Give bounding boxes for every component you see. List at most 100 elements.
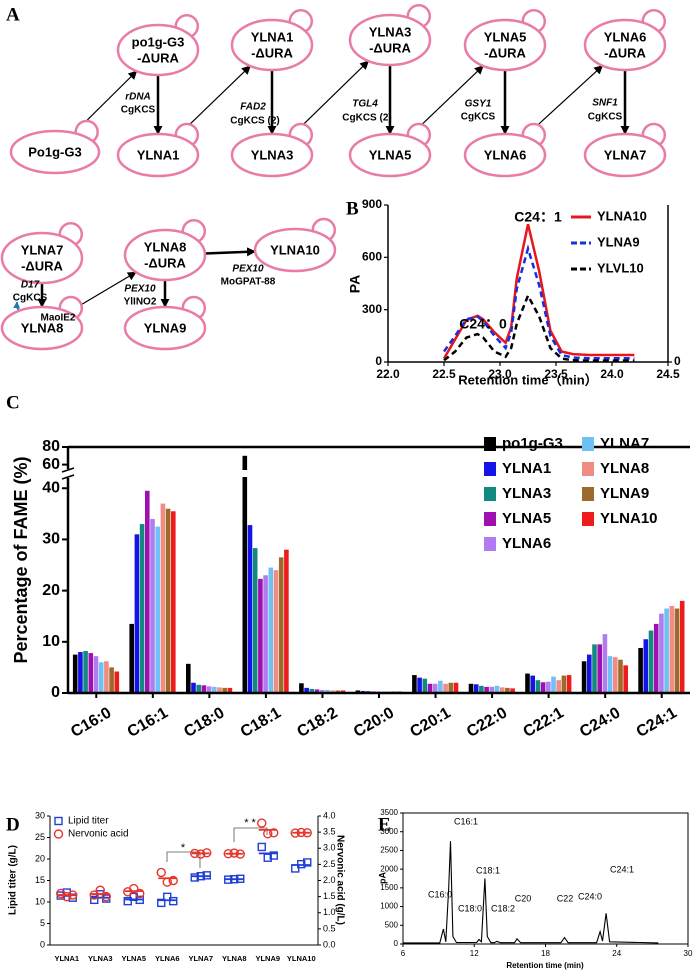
bar: [659, 613, 664, 693]
y-tick-label: 25: [35, 832, 45, 842]
bar: [432, 683, 438, 693]
x-axis-label: Retention time (min): [506, 961, 584, 970]
y-tick-label: 0: [375, 354, 382, 368]
significance-bracket: [166, 851, 201, 868]
bar: [227, 687, 233, 693]
node-label: YLNA7: [604, 147, 647, 162]
bar: [618, 659, 623, 693]
bar: [309, 688, 315, 693]
bar: [340, 690, 346, 693]
x-tick-label: 18: [541, 949, 550, 958]
x-tick-label: 24.5: [656, 367, 680, 381]
y-tick-label: 60: [42, 456, 60, 473]
bar: [540, 682, 546, 693]
bar: [648, 630, 654, 693]
y-tick-label: 30: [42, 531, 60, 548]
node: [9, 129, 101, 175]
point: [168, 875, 178, 886]
bar: [566, 675, 572, 693]
peak-label: C24:1: [610, 864, 634, 874]
annotation: FAD2: [240, 102, 266, 113]
y-tick-label: 300: [362, 302, 382, 316]
y-tick-label: 20: [42, 582, 60, 599]
y-tick-label: 2000: [380, 864, 398, 873]
panel-letter: C: [6, 392, 20, 413]
node-label: YLNA3: [251, 147, 294, 162]
legend-label: YLNA8: [600, 460, 649, 477]
y-tick-label: 1500: [380, 883, 398, 892]
node-label: -ΔURA: [484, 45, 526, 60]
peak-label: C24：1: [514, 209, 562, 225]
x-axis-label: Retention time（min）: [458, 372, 597, 387]
bar: [597, 644, 602, 693]
y-tick-label: 5: [40, 918, 45, 928]
y-tick-label: 20: [35, 853, 45, 863]
peak-label: C24：0: [459, 316, 507, 332]
annotation: CgKCS: [121, 105, 156, 116]
x-tick-label: YLNA6: [155, 954, 180, 963]
point: [101, 891, 111, 902]
bar: [88, 653, 94, 693]
bar: [427, 683, 433, 693]
bar: [530, 675, 535, 693]
point: [257, 842, 266, 852]
legend-swatch: [484, 537, 496, 551]
x-tick-label: 23.5: [544, 367, 568, 381]
annotation: CgKCS (2): [230, 116, 279, 127]
x-tick-label: 30: [684, 949, 693, 958]
bar: [494, 685, 500, 693]
bar: [201, 685, 207, 693]
annotation: MoGPAT-88: [221, 277, 276, 288]
y-tick-label: 3000: [380, 827, 398, 836]
x-tick-label: C18:1: [238, 704, 284, 741]
legend-label: YLNA9: [597, 234, 640, 249]
panel-letter: E: [378, 814, 391, 835]
legend-swatch: [54, 816, 63, 826]
y-tick-label: 1000: [380, 902, 398, 911]
y2-tick-label: 0.5: [323, 923, 336, 933]
bar: [448, 682, 454, 693]
bar: [104, 661, 109, 693]
annotation: CgKCS: [588, 112, 623, 123]
node-label: -ΔURA: [369, 40, 411, 55]
bar: [83, 651, 88, 693]
y2-tick-label: 2.5: [323, 859, 336, 869]
peak-label: C16:0: [428, 889, 452, 899]
line: [403, 841, 659, 944]
node-label: YLNA8: [21, 320, 64, 335]
node-label: YLNA3: [369, 24, 412, 39]
point: [257, 818, 267, 828]
axis-break: [61, 474, 75, 480]
bar: [505, 687, 510, 693]
peak-label: C18:1: [476, 865, 500, 875]
bar: [551, 676, 556, 693]
x-tick-label: C16:0: [68, 704, 114, 741]
bar: [247, 525, 253, 693]
bar: [535, 680, 541, 693]
annotation: SNF1: [592, 98, 618, 109]
point: [156, 867, 166, 878]
y-tick-label: 2500: [380, 846, 398, 855]
bar: [212, 686, 217, 693]
peak-label: C20: [515, 893, 532, 903]
annotation: GSY1: [465, 99, 492, 110]
y-tick-label: 30: [35, 810, 45, 820]
annotation: D17: [21, 280, 40, 291]
bar: [546, 681, 551, 693]
x-tick-label: C24:0: [577, 704, 623, 741]
peak-label: C18:2: [491, 903, 515, 913]
node-label: -ΔURA: [604, 45, 646, 60]
annotation: PEX10: [232, 264, 264, 275]
node: [116, 132, 200, 178]
node-label: Po1g-G3: [28, 144, 81, 159]
bar: [412, 675, 417, 693]
x-tick-label: C22:1: [521, 704, 567, 741]
node-label: YLNA9: [144, 320, 187, 335]
y-tick-label: 15: [35, 875, 45, 885]
y2-tick-label: 3.5: [323, 827, 336, 837]
significance: * *: [244, 817, 256, 829]
node: [348, 132, 432, 178]
bar: [139, 524, 145, 693]
y-axis-label: Percentage of FAME (%): [11, 456, 31, 663]
